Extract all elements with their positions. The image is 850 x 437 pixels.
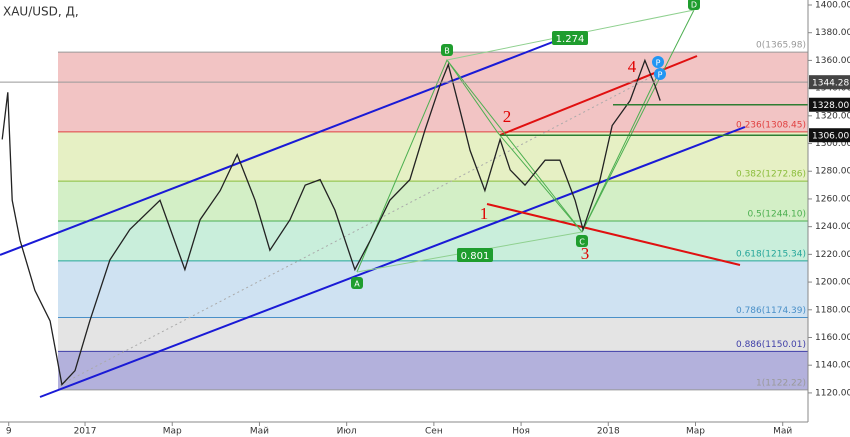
abcd-pattern <box>581 69 661 233</box>
ratio-box <box>457 248 493 262</box>
x-tick-label: Мар <box>163 427 182 437</box>
y-tick-label: 1300.00 <box>815 139 850 149</box>
fib-label: 0.886(1150.01) <box>736 340 806 350</box>
header-bg <box>0 2 118 22</box>
fib-band <box>58 220 808 261</box>
y-tick-label: 1180.00 <box>815 305 850 315</box>
ratio-label: 1.274 <box>556 34 585 45</box>
y-tick-label: 1320.00 <box>815 111 850 121</box>
fib-band <box>58 317 808 352</box>
price-axis <box>808 0 850 437</box>
fib-band <box>58 260 808 318</box>
point-marker <box>688 0 700 10</box>
price-tag-label: 1328.00 <box>812 101 849 111</box>
point-label: A <box>354 280 360 289</box>
fib-label: 0.236(1308.45) <box>736 120 806 130</box>
point-marker <box>441 44 453 56</box>
fib-label: 0.786(1174.39) <box>736 306 806 316</box>
y-tick-label: 1240.00 <box>815 222 850 232</box>
y-tick-label: 1200.00 <box>815 278 850 288</box>
dotted-line <box>59 74 656 386</box>
point-label: D <box>691 1 697 10</box>
wave-label: 3 <box>581 244 590 263</box>
fib-label: 0(1365.98) <box>756 41 806 51</box>
y-tick-label: 1400.00 <box>815 0 850 10</box>
fib-label: 1(1122.22) <box>756 378 806 388</box>
x-tick-label: 2018 <box>597 427 620 437</box>
price-line <box>1 58 661 386</box>
x-tick-label: 2017 <box>74 427 97 437</box>
red-line <box>486 203 741 266</box>
event-label: P <box>656 59 661 68</box>
y-tick-label: 1220.00 <box>815 250 850 260</box>
price-tag-label: 1306.00 <box>812 132 849 142</box>
wave-label: 4 <box>628 57 637 76</box>
x-tick-label: Май <box>773 427 792 437</box>
y-tick-label: 1380.00 <box>815 28 850 38</box>
abcd-pattern <box>446 59 583 233</box>
y-tick-label: 1360.00 <box>815 56 850 66</box>
fib-band <box>58 131 808 182</box>
price-tag-label: 1344.28 <box>812 79 849 89</box>
ratio-box <box>552 31 588 45</box>
event-icon <box>652 56 664 68</box>
y-tick-label: 1160.00 <box>815 333 850 343</box>
point-marker <box>576 235 588 247</box>
fib-label: 0.382(1272.86) <box>736 170 806 180</box>
price-tag <box>809 75 850 90</box>
channel-lower <box>39 126 746 398</box>
channel-upper <box>0 39 559 256</box>
y-tick-label: 1280.00 <box>815 167 850 177</box>
symbol-title[interactable]: XAU/USD, Д, <box>3 5 79 19</box>
x-tick-label: 9 <box>6 427 12 437</box>
fib-label: 0.5(1244.10) <box>747 209 806 219</box>
fib-label: 0.618(1215.34) <box>736 249 806 259</box>
y-tick-label: 1140.00 <box>815 361 850 371</box>
wave-label: 2 <box>503 107 512 126</box>
point-label: B <box>444 47 450 56</box>
y-tick-label: 1120.00 <box>815 388 850 398</box>
fib-band <box>58 351 808 390</box>
event-label: P <box>658 71 663 80</box>
ratio-label: 0.801 <box>461 251 490 262</box>
point-label: C <box>579 238 585 247</box>
event-icon <box>654 68 666 80</box>
x-tick-label: Мар <box>686 427 705 437</box>
y-tick-label: 1260.00 <box>815 194 850 204</box>
fib-band <box>58 181 808 221</box>
point-marker <box>351 277 363 289</box>
price-tag <box>809 97 850 112</box>
x-tick-label: Июл <box>337 427 357 437</box>
wave-label: 1 <box>480 204 489 223</box>
abcd-pattern <box>356 9 695 273</box>
price-tag <box>809 128 850 143</box>
x-tick-label: Май <box>250 427 269 437</box>
x-tick-label: Ноя <box>512 427 530 437</box>
x-tick-label: Сен <box>425 427 443 437</box>
